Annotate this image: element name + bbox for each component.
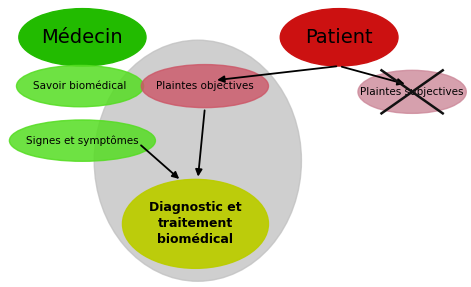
Text: Patient: Patient: [305, 28, 373, 47]
Text: Médecin: Médecin: [41, 28, 123, 47]
Ellipse shape: [280, 9, 398, 66]
Text: Diagnostic et
traitement
biomédical: Diagnostic et traitement biomédical: [149, 201, 242, 246]
Text: Plaintes objectives: Plaintes objectives: [156, 81, 254, 91]
Text: Signes et symptômes: Signes et symptômes: [26, 135, 139, 146]
Ellipse shape: [358, 70, 466, 113]
Ellipse shape: [19, 9, 146, 66]
Text: Savoir biomédical: Savoir biomédical: [33, 81, 127, 91]
Text: Plaintes subjectives: Plaintes subjectives: [360, 87, 464, 97]
Ellipse shape: [9, 120, 155, 161]
Ellipse shape: [141, 65, 268, 108]
Ellipse shape: [122, 179, 268, 268]
Ellipse shape: [16, 65, 144, 107]
Ellipse shape: [94, 40, 301, 281]
